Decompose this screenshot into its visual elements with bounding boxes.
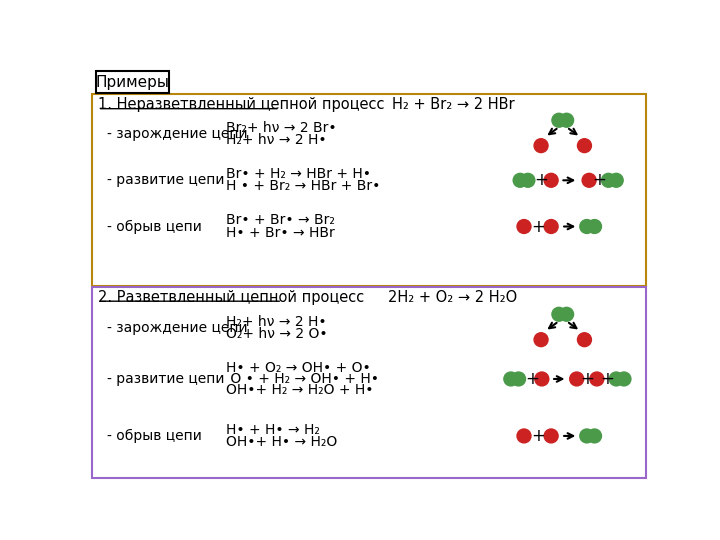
Circle shape: [544, 429, 558, 443]
Circle shape: [617, 372, 631, 386]
Circle shape: [559, 113, 574, 127]
Text: +: +: [580, 370, 594, 388]
Circle shape: [580, 429, 594, 443]
Text: +: +: [525, 370, 539, 388]
Circle shape: [577, 139, 591, 153]
Circle shape: [534, 139, 548, 153]
Text: +: +: [531, 427, 545, 445]
Circle shape: [609, 372, 624, 386]
Text: OH•+ H• → H₂O: OH•+ H• → H₂O: [225, 435, 337, 449]
Circle shape: [512, 372, 526, 386]
Circle shape: [534, 333, 548, 347]
Text: - зарождение цепи: - зарождение цепи: [107, 127, 248, 141]
Circle shape: [582, 173, 596, 187]
Circle shape: [517, 429, 531, 443]
Circle shape: [609, 173, 624, 187]
Text: H• + O₂ → OH• + O•: H• + O₂ → OH• + O•: [225, 361, 370, 375]
Circle shape: [521, 173, 535, 187]
Text: Примеры: Примеры: [96, 75, 170, 90]
Circle shape: [588, 429, 601, 443]
Text: - развитие цепи: - развитие цепи: [107, 173, 225, 187]
Text: H₂ + Br₂ → 2 HBr: H₂ + Br₂ → 2 HBr: [392, 97, 515, 112]
Text: - обрыв цепи: - обрыв цепи: [107, 219, 202, 233]
Circle shape: [559, 307, 574, 321]
Text: 2H₂ + O₂ → 2 H₂O: 2H₂ + O₂ → 2 H₂O: [388, 290, 518, 305]
Circle shape: [577, 333, 591, 347]
Circle shape: [544, 173, 558, 187]
Text: Br• + Br• → Br₂: Br• + Br• → Br₂: [225, 213, 335, 227]
Circle shape: [580, 220, 594, 233]
Text: Br₂+ hν → 2 Br•: Br₂+ hν → 2 Br•: [225, 121, 336, 135]
Text: +: +: [593, 171, 606, 190]
Circle shape: [535, 372, 549, 386]
Text: H• + Br• → HBr: H• + Br• → HBr: [225, 226, 334, 240]
Text: 1. Неразветвленный цепной процесс: 1. Неразветвленный цепной процесс: [98, 97, 384, 112]
Circle shape: [517, 220, 531, 233]
Text: H₂+ hν → 2 H•: H₂+ hν → 2 H•: [225, 315, 326, 329]
Circle shape: [552, 307, 566, 321]
Text: - зарождение цепи: - зарождение цепи: [107, 321, 248, 335]
Text: - обрыв цепи: - обрыв цепи: [107, 429, 202, 443]
FancyBboxPatch shape: [92, 287, 646, 478]
Text: +: +: [534, 171, 548, 190]
Text: OH•+ H₂ → H₂O + H•: OH•+ H₂ → H₂O + H•: [225, 383, 373, 397]
Text: H • + Br₂ → HBr + Br•: H • + Br₂ → HBr + Br•: [225, 179, 380, 193]
Text: Br• + H₂ → HBr + H•: Br• + H₂ → HBr + H•: [225, 167, 371, 181]
Text: +: +: [600, 370, 614, 388]
Circle shape: [544, 220, 558, 233]
Text: +: +: [531, 218, 545, 235]
Circle shape: [552, 113, 566, 127]
Circle shape: [570, 372, 584, 386]
Circle shape: [588, 220, 601, 233]
Circle shape: [504, 372, 518, 386]
FancyBboxPatch shape: [92, 94, 646, 286]
Text: - развитие цепи: - развитие цепи: [107, 372, 225, 386]
Circle shape: [590, 372, 604, 386]
Circle shape: [513, 173, 527, 187]
Text: O₂+ hν → 2 O•: O₂+ hν → 2 O•: [225, 327, 328, 341]
Circle shape: [601, 173, 616, 187]
Text: 2. Разветвленный цепной процесс: 2. Разветвленный цепной процесс: [98, 290, 364, 305]
Text: H₂+ hν → 2 H•: H₂+ hν → 2 H•: [225, 133, 326, 147]
Text: H• + H• → H₂: H• + H• → H₂: [225, 423, 320, 437]
FancyBboxPatch shape: [96, 71, 169, 93]
Text: O • + H₂ → OH• + H•: O • + H₂ → OH• + H•: [225, 372, 379, 386]
